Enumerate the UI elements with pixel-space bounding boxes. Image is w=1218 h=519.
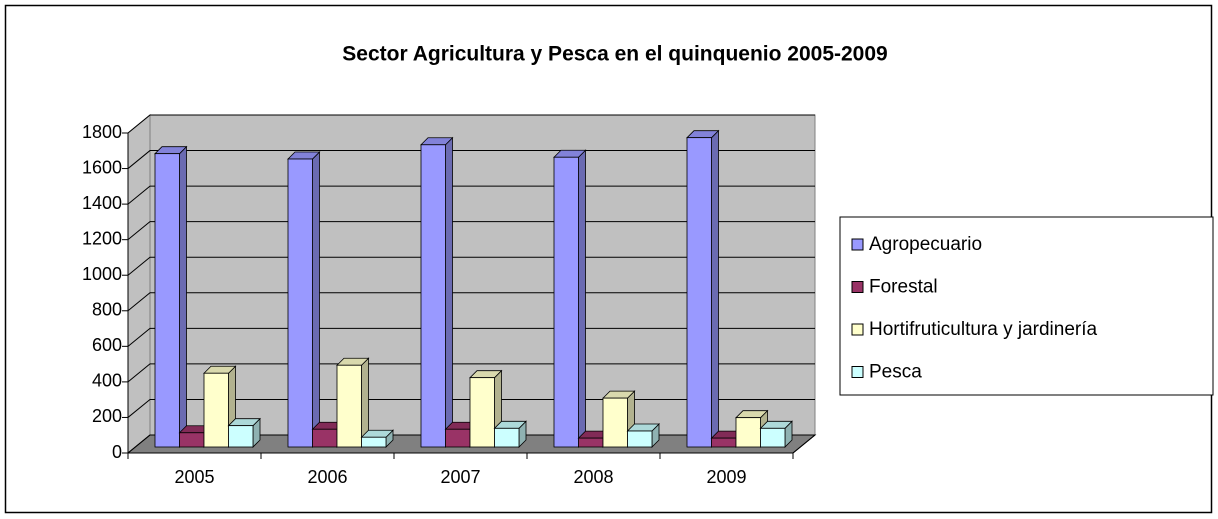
y-tick-label: 0 <box>112 442 122 462</box>
legend-swatch <box>851 366 864 378</box>
x-tick-label: 2007 <box>440 467 480 487</box>
legend <box>839 216 1214 396</box>
bar <box>203 372 229 448</box>
grid-line <box>127 221 815 241</box>
legend-label: Forestal <box>869 277 938 298</box>
x-tick-label: 2006 <box>307 467 347 487</box>
grid-line <box>127 292 815 312</box>
bar <box>361 436 387 448</box>
grid-line <box>127 150 815 169</box>
bar <box>336 364 362 448</box>
bar-side <box>711 129 719 448</box>
bar <box>686 137 712 448</box>
chart-title: Sector Agricultura y Pesca en el quinque… <box>342 43 887 66</box>
bar <box>578 437 604 448</box>
y-tick-label: 1200 <box>82 228 122 248</box>
grid-line <box>127 327 815 347</box>
legend-swatch <box>851 323 864 336</box>
bar <box>711 437 737 448</box>
bar <box>420 144 446 448</box>
bar <box>312 428 338 448</box>
bar <box>445 428 471 448</box>
legend-swatch <box>851 281 864 293</box>
y-tick-label: 1000 <box>82 264 122 284</box>
bar <box>494 427 520 448</box>
y-tick-label: 600 <box>92 335 122 355</box>
bar <box>154 153 180 448</box>
y-tick-label: 800 <box>92 300 122 320</box>
grid-line <box>127 363 815 383</box>
grid-line <box>127 398 815 418</box>
bar <box>602 397 628 448</box>
bar <box>627 430 653 448</box>
legend-label: Hortifruticultura y jardinería <box>869 319 1098 340</box>
legend-swatch <box>851 238 864 251</box>
bar <box>735 417 761 448</box>
legend-label: Pesca <box>869 362 922 383</box>
x-tick-label: 2009 <box>706 467 746 487</box>
y-tick-label: 400 <box>92 371 122 391</box>
grid-line <box>127 256 815 276</box>
grid-line <box>127 185 815 205</box>
bar-side <box>312 151 320 448</box>
bar-side <box>445 136 453 448</box>
bar <box>760 427 786 448</box>
y-tick-label: 1600 <box>82 157 122 177</box>
bar <box>469 377 495 448</box>
bar <box>228 425 254 448</box>
bar <box>179 432 205 448</box>
bar-side <box>578 149 586 448</box>
x-axis-depth <box>792 434 816 454</box>
bar <box>287 158 313 448</box>
x-tick-label: 2008 <box>573 467 613 487</box>
x-tick-label: 2005 <box>174 467 214 487</box>
bar <box>553 156 579 448</box>
grid-line <box>127 114 815 134</box>
bar-side <box>179 145 187 448</box>
legend-label: Agropecuario <box>869 234 982 255</box>
y-tick-label: 1800 <box>82 122 122 142</box>
y-tick-label: 1400 <box>82 193 122 213</box>
y-tick-label: 200 <box>92 406 122 426</box>
